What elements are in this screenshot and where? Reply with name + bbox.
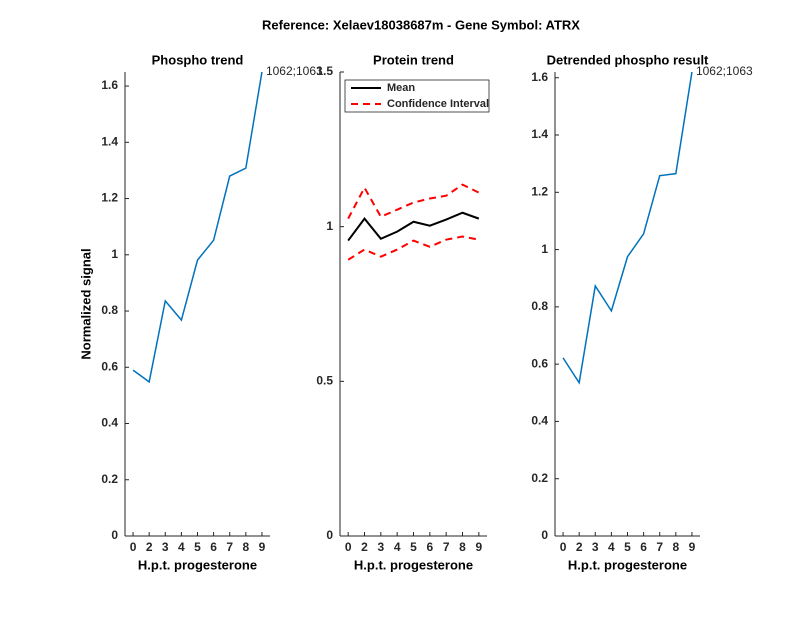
x-tick-label: 7 [656, 540, 663, 554]
x-axis-label: H.p.t. progesterone [568, 557, 687, 572]
y-axis-label: Normalized signal [78, 248, 93, 359]
x-tick-label: 0 [345, 540, 352, 554]
y-tick-label: 1.4 [101, 134, 118, 148]
y-tick-label: 0 [111, 528, 118, 542]
x-tick-label: 2 [146, 540, 153, 554]
point-annotation: 1062;1063 [266, 64, 323, 78]
x-tick-label: 8 [459, 540, 466, 554]
y-tick-label: 1 [111, 247, 118, 261]
y-tick-label: 0.6 [531, 356, 548, 370]
y-tick-label: 0 [541, 528, 548, 542]
y-tick-label: 1.5 [316, 64, 333, 78]
x-tick-label: 6 [640, 540, 647, 554]
legend-box [344, 79, 490, 113]
y-tick-label: 1.6 [101, 78, 118, 92]
ci-lower-line [347, 235, 480, 261]
x-tick-label: 8 [242, 540, 249, 554]
x-tick-label: 3 [162, 540, 169, 554]
x-tick-label: 9 [689, 540, 696, 554]
x-tick-label: 6 [210, 540, 217, 554]
trend-line [562, 71, 693, 385]
y-tick-label: 0.6 [101, 359, 118, 373]
x-tick-label: 5 [624, 540, 631, 554]
x-axis-label: H.p.t. progesterone [138, 557, 257, 572]
x-tick-label: 8 [672, 540, 679, 554]
x-axis-label: H.p.t. progesterone [354, 557, 473, 572]
x-tick-label: 3 [377, 540, 384, 554]
legend-label: Mean [387, 82, 415, 94]
x-tick-label: 9 [475, 540, 482, 554]
y-tick-label: 0.5 [316, 374, 333, 388]
legend-label: Confidence Interval [387, 98, 489, 110]
ci-upper-line [347, 183, 480, 220]
y-tick-label: 0.2 [101, 472, 118, 486]
y-tick-label: 0.2 [531, 471, 548, 485]
y-tick-label: 1.2 [531, 184, 548, 198]
x-tick-label: 7 [443, 540, 450, 554]
trend-line [132, 71, 263, 384]
panel-title: Protein trend [373, 52, 454, 67]
figure-title: Reference: Xelaev18038687m - Gene Symbol… [262, 17, 580, 32]
y-tick-label: 1.6 [531, 70, 548, 84]
x-tick-label: 5 [194, 540, 201, 554]
x-tick-label: 0 [560, 540, 567, 554]
y-tick-label: 1.4 [531, 127, 548, 141]
y-tick-label: 0.4 [531, 414, 548, 428]
y-tick-label: 0.4 [101, 416, 118, 430]
x-tick-label: 2 [576, 540, 583, 554]
y-tick-label: 0 [326, 528, 333, 542]
x-tick-label: 7 [226, 540, 233, 554]
x-tick-label: 4 [394, 540, 401, 554]
y-tick-label: 0.8 [101, 303, 118, 317]
y-tick-label: 1.2 [101, 191, 118, 205]
y-tick-label: 0.8 [531, 299, 548, 313]
panel-title: Phospho trend [152, 52, 244, 67]
x-tick-label: 0 [130, 540, 137, 554]
x-tick-label: 6 [426, 540, 433, 554]
x-tick-label: 4 [178, 540, 185, 554]
x-tick-label: 2 [361, 540, 368, 554]
panel-title: Detrended phospho result [547, 52, 709, 67]
mean-line [347, 211, 480, 242]
y-tick-label: 1 [326, 219, 333, 233]
y-tick-label: 1 [541, 242, 548, 256]
x-tick-label: 5 [410, 540, 417, 554]
x-tick-label: 3 [592, 540, 599, 554]
point-annotation: 1062;1063 [696, 64, 753, 78]
x-tick-label: 9 [259, 540, 266, 554]
x-tick-label: 4 [608, 540, 615, 554]
